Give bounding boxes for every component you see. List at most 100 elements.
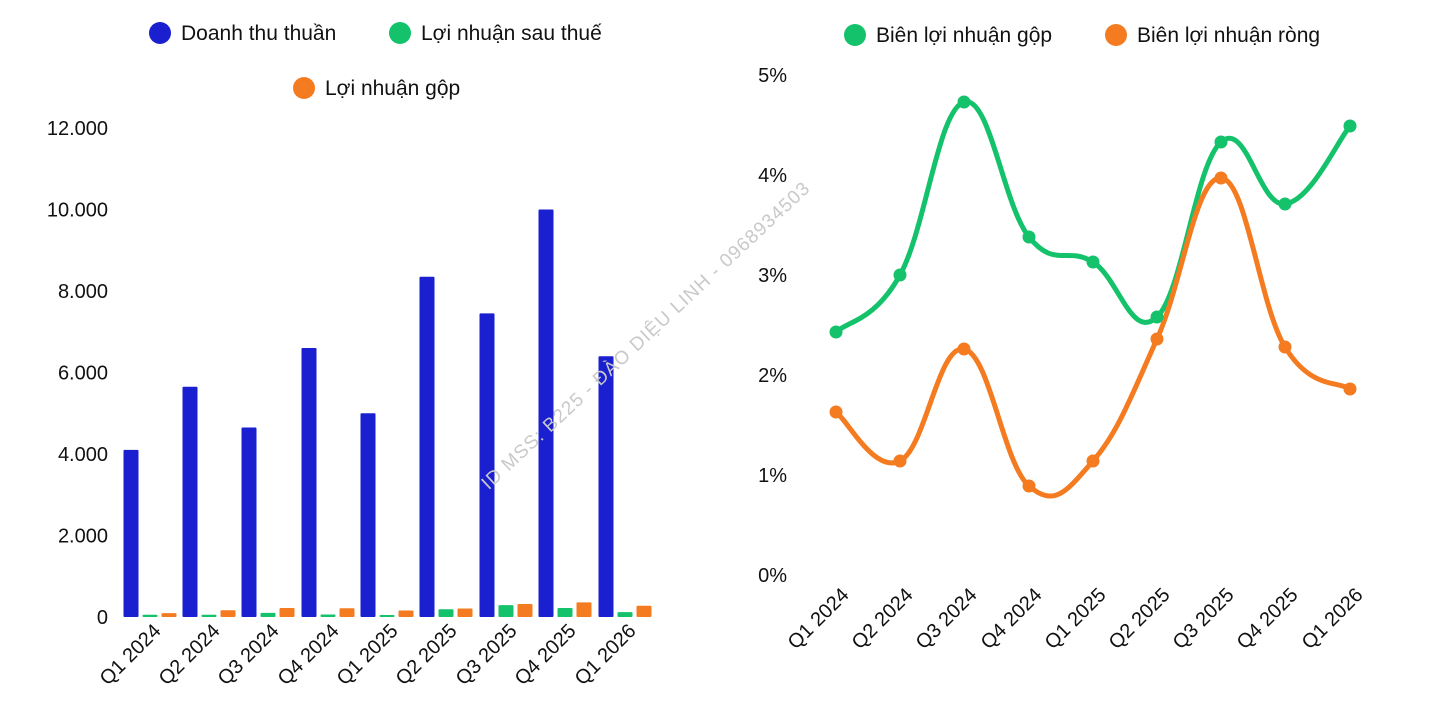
x-tick-label: Q1 2024 [96, 620, 166, 690]
bar-loi-nhuan-sau-thue-q1-2024 [142, 614, 158, 617]
bar-chart-y-axis: 12.000 10.000 8.000 6.000 4.000 2.000 0 [47, 118, 108, 629]
x-tick-label: Q2 2025 [1105, 584, 1175, 654]
x-tick-label: Q4 2024 [977, 584, 1047, 654]
bar-loi-nhuan-sau-thue-q4-2025 [557, 608, 573, 617]
y-tick-label: 0 [97, 607, 108, 629]
bar-loi-nhuan-gop-q4-2025 [576, 602, 592, 617]
y-tick-label: 10.000 [47, 200, 108, 222]
y-tick-label: 2.000 [58, 526, 108, 548]
x-tick-label: Q1 2026 [571, 620, 641, 690]
point-bien-loi-nhuan-rong-q2-2024 [893, 454, 907, 468]
legend-label-doanh-thu-thuan: Doanh thu thuần [181, 22, 336, 45]
bar-loi-nhuan-sau-thue-q1-2026 [617, 612, 633, 617]
bar-loi-nhuan-sau-thue-q2-2024 [201, 614, 217, 617]
bar-loi-nhuan-sau-thue-q2-2025 [438, 609, 454, 617]
bar-chart: Doanh thu thuần Lợi nhuận sau thuế Lợi nhu… [47, 22, 652, 690]
legend-marker-bien-loi-nhuan-rong [1105, 24, 1127, 46]
y-tick-label: 0% [758, 565, 787, 587]
point-bien-loi-nhuan-rong-q3-2024 [957, 342, 971, 356]
series-line-bien-loi-nhuan-rong [833, 175, 1353, 499]
x-tick-label: Q3 2025 [1169, 584, 1239, 654]
bar-loi-nhuan-sau-thue-q3-2025 [498, 605, 514, 617]
bar-doanh-thu-thuan-q1-2024 [123, 449, 139, 617]
bar-loi-nhuan-gop-q4-2024 [339, 608, 355, 617]
point-bien-loi-nhuan-rong-q1-2025 [1086, 454, 1100, 468]
x-tick-label: Q1 2025 [333, 620, 403, 690]
y-tick-label: 12.000 [47, 118, 108, 140]
point-bien-loi-nhuan-gop-q1-2025 [1086, 255, 1100, 269]
bar-loi-nhuan-gop-q1-2025 [398, 610, 414, 617]
legend-marker-loi-nhuan-sau-thue [389, 22, 411, 44]
point-bien-loi-nhuan-rong-q1-2024 [829, 405, 843, 419]
point-bien-loi-nhuan-rong-q1-2026 [1343, 382, 1357, 396]
x-tick-label: Q2 2025 [392, 620, 462, 690]
legend-marker-bien-loi-nhuan-gop [844, 24, 866, 46]
line-chart: Biên lợi nhuận gộp Biên lợi nhuận ròng 5%… [758, 24, 1368, 654]
point-bien-loi-nhuan-gop-q2-2025 [1150, 310, 1164, 324]
bar-loi-nhuan-sau-thue-q4-2024 [320, 614, 336, 617]
bar-doanh-thu-thuan-q1-2026 [598, 356, 614, 617]
bar-doanh-thu-thuan-q4-2025 [538, 209, 554, 617]
x-tick-label: Q2 2024 [155, 620, 225, 690]
bar-loi-nhuan-gop-q1-2024 [161, 613, 177, 617]
point-bien-loi-nhuan-gop-q3-2024 [957, 95, 971, 109]
bar-loi-nhuan-sau-thue-q3-2024 [260, 612, 276, 617]
point-bien-loi-nhuan-rong-q4-2024 [1022, 479, 1036, 493]
y-tick-label: 4% [758, 165, 787, 187]
legend-marker-doanh-thu-thuan [149, 22, 171, 44]
bar-doanh-thu-thuan-q3-2025 [479, 313, 495, 617]
x-tick-label: Q4 2024 [274, 620, 344, 690]
x-tick-label: Q3 2024 [912, 584, 982, 654]
x-tick-label: Q1 2024 [784, 584, 854, 654]
legend-label-loi-nhuan-sau-thue: Lợi nhuận sau thuế [421, 22, 602, 45]
x-tick-label: Q4 2025 [511, 620, 581, 690]
point-bien-loi-nhuan-gop-q3-2025 [1214, 135, 1228, 149]
x-tick-label: Q3 2024 [214, 620, 284, 690]
point-bien-loi-nhuan-gop-q1-2026 [1343, 119, 1357, 133]
bar-loi-nhuan-gop-q3-2024 [279, 608, 295, 617]
bar-loi-nhuan-gop-q1-2026 [636, 605, 652, 617]
bar-loi-nhuan-gop-q2-2024 [220, 610, 236, 617]
point-bien-loi-nhuan-gop-q1-2024 [829, 325, 843, 339]
legend-marker-loi-nhuan-gop [293, 77, 315, 99]
legend-label-loi-nhuan-gop: Lợi nhuận gộp [325, 77, 460, 100]
point-bien-loi-nhuan-gop-q4-2025 [1278, 197, 1292, 211]
bar-loi-nhuan-sau-thue-q1-2025 [379, 614, 395, 617]
x-tick-label: Q4 2025 [1233, 584, 1303, 654]
bar-doanh-thu-thuan-q2-2024 [182, 386, 198, 617]
y-tick-label: 8.000 [58, 281, 108, 303]
bar-loi-nhuan-gop-q2-2025 [457, 608, 473, 617]
bar-loi-nhuan-gop-q3-2025 [517, 603, 533, 617]
legend-label-bien-loi-nhuan-rong: Biên lợi nhuận ròng [1137, 24, 1320, 47]
y-tick-label: 1% [758, 465, 787, 487]
x-tick-label: Q2 2024 [848, 584, 918, 654]
point-bien-loi-nhuan-rong-q3-2025 [1214, 171, 1228, 185]
series-line-bien-loi-nhuan-gop [833, 99, 1353, 335]
bar-doanh-thu-thuan-q1-2025 [360, 413, 376, 617]
bar-doanh-thu-thuan-q3-2024 [241, 427, 257, 617]
x-tick-label: Q3 2025 [452, 620, 522, 690]
x-tick-label: Q1 2025 [1041, 584, 1111, 654]
bar-doanh-thu-thuan-q2-2025 [419, 276, 435, 617]
y-tick-label: 6.000 [58, 363, 108, 385]
y-tick-label: 4.000 [58, 444, 108, 466]
bar-chart-bars [123, 209, 652, 617]
legend-label-bien-loi-nhuan-gop: Biên lợi nhuận gộp [876, 24, 1052, 47]
point-bien-loi-nhuan-gop-q4-2024 [1022, 230, 1036, 244]
point-bien-loi-nhuan-gop-q2-2024 [893, 268, 907, 282]
bar-chart-legend: Doanh thu thuần Lợi nhuận sau thuế Lợi nhu… [149, 22, 602, 100]
line-chart-y-axis: 5% 4% 3% 2% 1% 0% [758, 65, 787, 587]
y-tick-label: 5% [758, 65, 787, 87]
bar-doanh-thu-thuan-q4-2024 [301, 348, 317, 617]
line-chart-legend: Biên lợi nhuận gộp Biên lợi nhuận ròng [844, 24, 1320, 47]
x-tick-label: Q1 2026 [1298, 584, 1368, 654]
y-tick-label: 2% [758, 365, 787, 387]
point-bien-loi-nhuan-rong-q4-2025 [1278, 340, 1292, 354]
y-tick-label: 3% [758, 265, 787, 287]
watermark-text: ID MSS: B225 - ĐÀO DIỆU LINH - 096893450… [477, 177, 815, 494]
line-chart-lines [829, 95, 1357, 499]
point-bien-loi-nhuan-rong-q2-2025 [1150, 332, 1164, 346]
